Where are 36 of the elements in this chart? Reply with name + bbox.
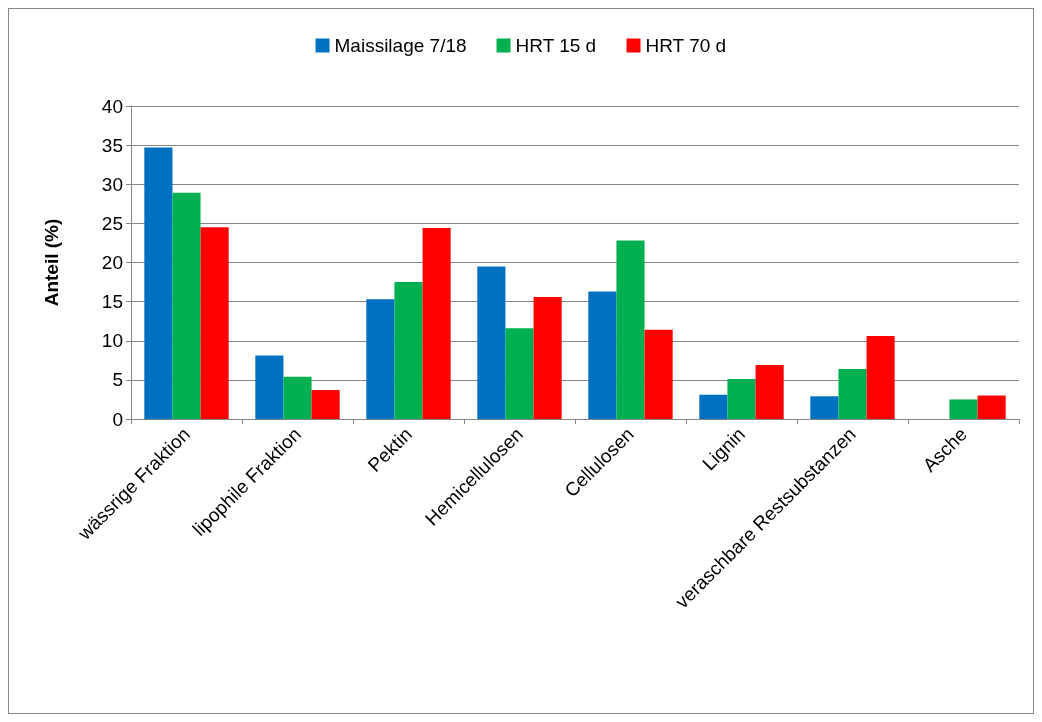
bar	[727, 379, 756, 419]
bar	[755, 365, 784, 419]
bar	[144, 147, 173, 419]
bar	[422, 228, 451, 419]
legend-label: Maissilage 7/18	[334, 35, 467, 56]
bar	[866, 336, 895, 419]
bar	[977, 395, 1006, 419]
bar	[505, 328, 534, 419]
legend-label: HRT 15 d	[515, 35, 597, 56]
bar	[366, 299, 395, 419]
y-tick-label: 20	[101, 252, 123, 273]
bar	[699, 394, 728, 419]
y-tick-label: 0	[112, 408, 123, 430]
bar	[838, 368, 867, 419]
bar	[172, 192, 201, 419]
y-axis-title: Anteil (%)	[41, 218, 62, 307]
bar	[949, 399, 978, 419]
bar	[810, 396, 839, 419]
y-tick-label: 15	[101, 291, 123, 313]
y-tick-label: 25	[101, 212, 123, 234]
y-tick-label: 5	[112, 369, 123, 391]
bar	[394, 282, 423, 419]
y-tick-label: 10	[101, 330, 123, 352]
bar	[283, 376, 312, 419]
y-tick-label: 30	[101, 173, 123, 195]
y-tick-label: 35	[101, 134, 123, 156]
bar	[616, 240, 645, 419]
bar	[477, 266, 506, 419]
bar	[255, 355, 284, 419]
bar	[588, 291, 617, 419]
bar	[644, 329, 673, 419]
bar	[311, 390, 340, 419]
bar	[533, 296, 562, 419]
bar	[200, 227, 229, 419]
y-tick-label: 40	[101, 95, 123, 117]
legend-label: HRT 70 d	[645, 35, 727, 56]
